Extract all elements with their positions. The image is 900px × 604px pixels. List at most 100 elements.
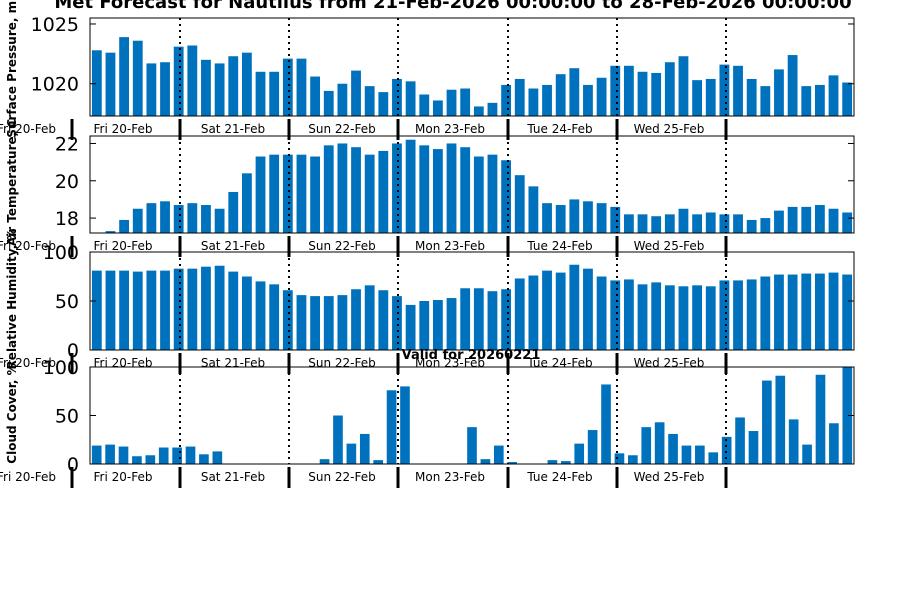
bar-cloud_cover <box>91 445 102 464</box>
bar-relative_humidity <box>555 272 566 350</box>
bar-relative_humidity <box>392 296 402 350</box>
bar-cloud_cover <box>346 443 357 464</box>
bar-air_temperature <box>651 216 662 233</box>
bar-cloud_cover <box>587 430 598 464</box>
bar-relative_humidity <box>201 266 211 350</box>
bar-pressure <box>337 83 348 116</box>
bar-cloud_cover <box>333 415 343 464</box>
bar-air_temperature <box>132 208 143 233</box>
bar-cloud_cover <box>359 433 370 464</box>
bar-pressure <box>596 77 607 116</box>
bar-air_temperature <box>733 214 743 233</box>
bar-pressure <box>432 100 443 116</box>
bar-air_temperature <box>228 191 239 233</box>
bar-cloud_cover <box>788 419 799 464</box>
bar-cloud_cover <box>708 452 719 464</box>
bar-relative_humidity <box>364 285 375 350</box>
bar-air_temperature <box>160 201 170 233</box>
bar-relative_humidity <box>310 296 321 350</box>
bar-cloud_cover <box>748 431 759 464</box>
bar-relative_humidity <box>692 285 703 350</box>
bar-pressure <box>132 40 143 116</box>
bar-air_temperature <box>569 199 580 233</box>
bar-air_temperature <box>774 210 784 233</box>
y-tick-label: 0 <box>67 454 79 476</box>
bar-pressure <box>105 52 116 116</box>
bar-relative_humidity <box>664 285 675 350</box>
bar-cloud_cover <box>185 446 196 464</box>
bar-pressure <box>487 102 498 116</box>
day-label: Mon 23-Feb <box>415 239 485 253</box>
bar-pressure <box>473 106 484 116</box>
bar-relative_humidity <box>774 274 784 350</box>
bar-air_temperature <box>664 214 675 233</box>
bar-cloud_cover <box>695 445 705 464</box>
bar-relative_humidity <box>296 295 307 350</box>
bar-air_temperature <box>378 150 389 233</box>
bar-air_temperature <box>801 206 812 233</box>
bar-relative_humidity <box>187 268 198 350</box>
bar-relative_humidity <box>828 272 839 350</box>
bar-cloud_cover <box>668 433 678 464</box>
bar-relative_humidity <box>228 271 239 350</box>
bar-relative_humidity <box>323 296 334 350</box>
y-axis-label-relative_humidity: Relative Humidity, % <box>5 229 19 370</box>
bar-air_temperature <box>828 208 839 233</box>
bar-cloud_cover <box>400 386 410 464</box>
day-label-truncated: Fri 20-Feb <box>0 356 56 370</box>
bar-pressure <box>392 78 402 116</box>
bar-relative_humidity <box>432 300 443 350</box>
bar-cloud_cover <box>480 459 491 464</box>
bar-pressure <box>201 59 211 116</box>
bar-cloud_cover <box>561 461 571 464</box>
bar-cloud_cover <box>493 445 504 464</box>
bar-relative_humidity <box>678 286 689 350</box>
bar-air_temperature <box>269 154 280 233</box>
bar-pressure <box>828 75 839 116</box>
bar-air_temperature <box>119 219 130 233</box>
bar-relative_humidity <box>787 274 798 350</box>
bar-air_temperature <box>514 175 525 233</box>
day-label: Wed 25-Feb <box>634 239 705 253</box>
day-label: Sun 22-Feb <box>308 239 376 253</box>
bar-pressure <box>814 84 825 116</box>
bar-relative_humidity <box>528 275 539 350</box>
bar-pressure <box>746 78 757 116</box>
bar-relative_humidity <box>282 290 293 350</box>
bar-relative_humidity <box>405 304 416 350</box>
bar-cloud_cover <box>132 456 142 464</box>
day-label: Sat 21-Feb <box>201 239 265 253</box>
bar-pressure <box>351 70 361 116</box>
bar-pressure <box>378 92 389 116</box>
bar-pressure <box>787 55 798 116</box>
bar-relative_humidity <box>146 270 157 350</box>
bar-pressure <box>733 65 743 116</box>
bar-pressure <box>528 88 539 116</box>
y-tick-label: 22 <box>55 133 79 155</box>
bar-pressure <box>705 78 716 116</box>
bar-cloud_cover <box>641 427 652 464</box>
day-label: Sat 21-Feb <box>201 356 265 370</box>
y-tick-label: 18 <box>55 208 79 230</box>
bar-pressure <box>610 65 621 116</box>
bar-relative_humidity <box>160 270 170 350</box>
bar-air_temperature <box>473 156 484 233</box>
bar-relative_humidity <box>760 276 771 350</box>
bar-air_temperature <box>705 212 716 233</box>
bar-pressure <box>692 80 703 116</box>
bar-pressure <box>119 37 130 117</box>
y-tick-label: 20 <box>55 171 79 193</box>
bar-cloud_cover <box>145 455 156 464</box>
bar-air_temperature <box>364 154 375 233</box>
bar-relative_humidity <box>842 274 853 350</box>
bar-pressure <box>405 81 416 116</box>
bar-relative_humidity <box>173 268 184 350</box>
bar-pressure <box>310 76 321 116</box>
bar-air_temperature <box>432 149 443 233</box>
bar-relative_humidity <box>255 281 266 350</box>
day-label: Fri 20-Feb <box>94 470 153 484</box>
